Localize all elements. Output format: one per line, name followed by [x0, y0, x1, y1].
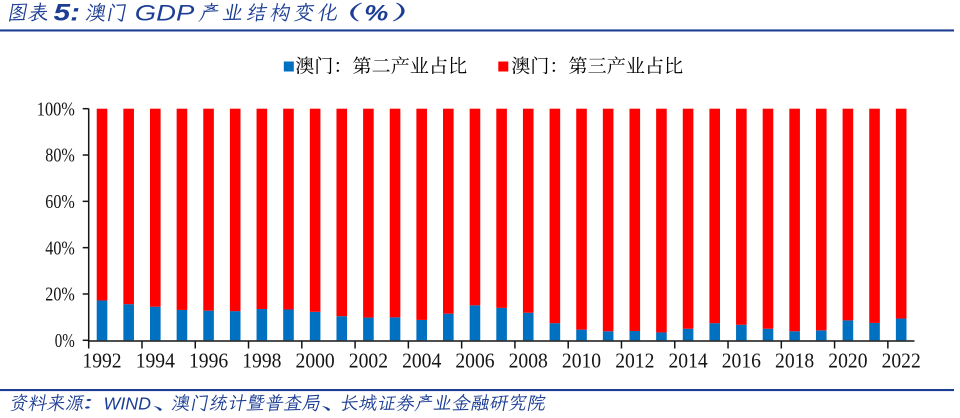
svg-text:2008: 2008 [509, 348, 548, 372]
svg-text:2020: 2020 [828, 348, 867, 372]
svg-text:20%: 20% [45, 284, 75, 306]
svg-text:1996: 1996 [189, 348, 228, 372]
svg-text:2004: 2004 [402, 348, 442, 372]
svg-text:1998: 1998 [242, 348, 281, 372]
svg-text:WIND: WIND [104, 393, 152, 413]
svg-text:40%: 40% [45, 237, 75, 259]
svg-text:2006: 2006 [455, 348, 494, 372]
svg-text:100%: 100% [37, 98, 75, 120]
svg-text:2014: 2014 [668, 348, 708, 372]
svg-text:2018: 2018 [775, 348, 814, 372]
svg-text:0%: 0% [55, 330, 75, 352]
svg-text:%: % [364, 0, 388, 25]
svg-text:2022: 2022 [882, 348, 921, 372]
svg-text:2010: 2010 [562, 348, 601, 372]
svg-text:80%: 80% [45, 145, 75, 167]
svg-text:2012: 2012 [615, 348, 654, 372]
svg-text:1992: 1992 [82, 348, 121, 372]
svg-text:5:: 5: [54, 0, 81, 27]
svg-text:2016: 2016 [722, 348, 761, 372]
svg-text:2000: 2000 [296, 348, 335, 372]
svg-text:2002: 2002 [349, 348, 388, 372]
svg-text:GDP: GDP [135, 0, 195, 25]
svg-text:1994: 1994 [136, 348, 176, 372]
svg-text:60%: 60% [45, 191, 75, 213]
